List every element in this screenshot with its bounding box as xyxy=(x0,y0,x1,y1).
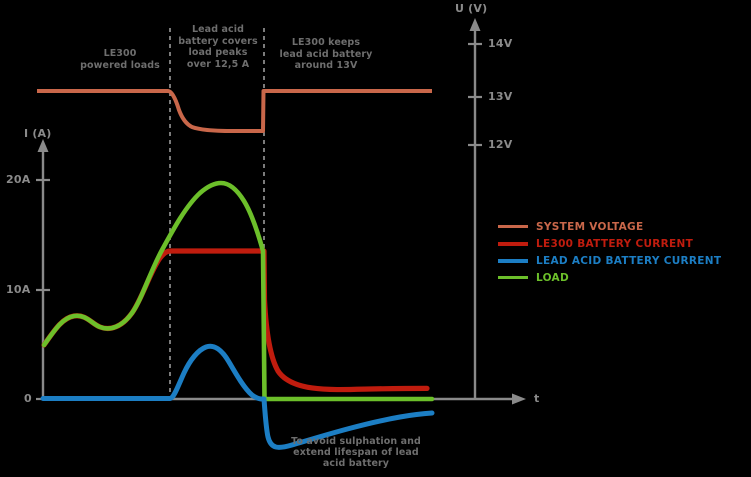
legend-label-system-voltage: SYSTEM VOLTAGE xyxy=(536,220,644,233)
legend-item-lead-acid-battery-current[interactable]: LEAD ACID BATTERY CURRENT xyxy=(498,252,750,269)
voltage-axis-arrow xyxy=(469,18,481,31)
annotation-region-1: LE300 powered loads xyxy=(80,48,160,71)
legend-swatch-system-voltage xyxy=(498,225,528,228)
tick-label-0a: 0 xyxy=(24,392,32,405)
voltage-axis-label: U (V) xyxy=(455,2,488,15)
time-axis-label: t xyxy=(534,392,540,405)
tick-label-12v: 12V xyxy=(488,138,513,151)
legend-swatch-load xyxy=(498,276,528,279)
legend-swatch-le300-battery-current xyxy=(498,241,528,246)
legend-item-le300-battery-current[interactable]: LE300 BATTERY CURRENT xyxy=(498,235,750,252)
legend-label-lead-acid-battery-current: LEAD ACID BATTERY CURRENT xyxy=(536,254,722,267)
legend-swatch-lead-acid-battery-current xyxy=(498,258,528,263)
series-load xyxy=(41,180,435,402)
annotation-region-3: LE300 keeps lead acid battery around 13V xyxy=(279,37,373,71)
annotation-region-2: Lead acid battery covers load peaks over… xyxy=(178,24,258,70)
legend-label-le300-battery-current: LE300 BATTERY CURRENT xyxy=(536,237,694,250)
legend-label-load: LOAD xyxy=(536,271,570,284)
tick-label-10a: 10A xyxy=(6,283,31,296)
chart-legend: SYSTEM VOLTAGE LE300 BATTERY CURRENT LEA… xyxy=(498,218,750,286)
annotation-sulphation: To avoid sulphation and extend lifespan … xyxy=(291,436,421,469)
tick-label-13v: 13V xyxy=(488,90,513,103)
time-axis-arrow xyxy=(512,393,526,405)
series-lead-acid-battery-current xyxy=(40,343,435,450)
current-axis-arrow xyxy=(37,139,49,152)
tick-label-14v: 14V xyxy=(488,37,513,50)
current-axis-label: I (A) xyxy=(24,127,52,140)
tick-label-20a: 20A xyxy=(6,173,31,186)
legend-item-load[interactable]: LOAD xyxy=(498,269,750,286)
series-system-voltage xyxy=(37,89,432,133)
legend-item-system-voltage[interactable]: SYSTEM VOLTAGE xyxy=(498,218,750,235)
